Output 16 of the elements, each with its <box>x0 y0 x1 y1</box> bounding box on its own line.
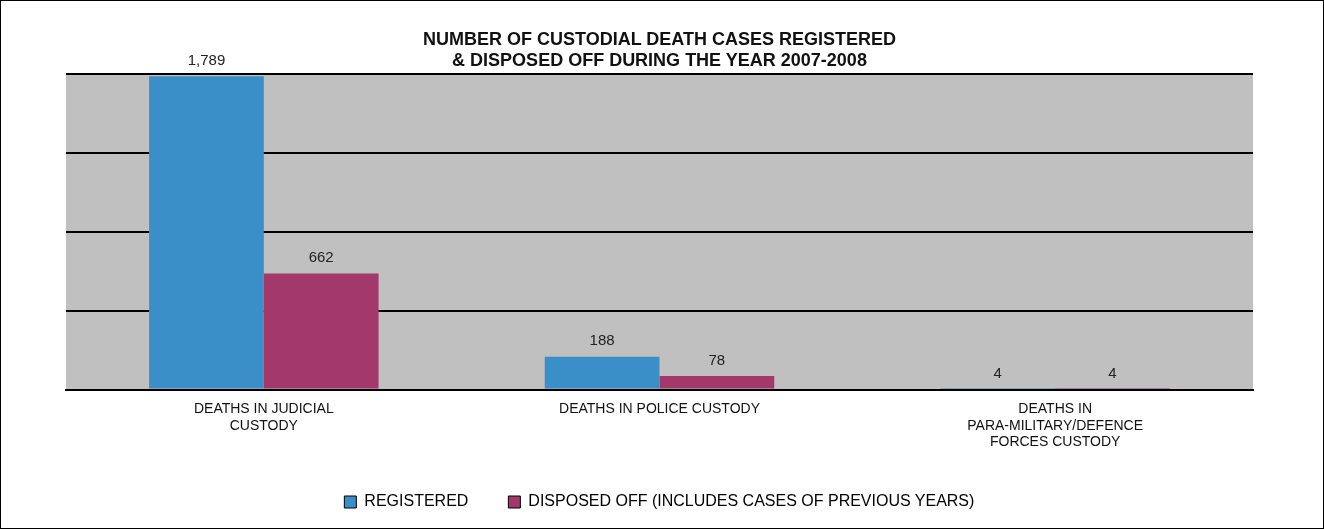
legend-label: DISPOSED OFF (INCLUDES CASES OF PREVIOUS YEARS) <box>528 492 975 510</box>
bar <box>149 76 264 389</box>
bar <box>544 356 660 389</box>
data-label: 188 <box>589 331 615 349</box>
data-label: 78 <box>708 350 726 368</box>
x-tick-label: DEATHS IN JUDICIAL CUSTODY <box>193 399 334 433</box>
x-tick-label: DEATHS IN POLICE CUSTODY <box>559 399 761 416</box>
bar <box>659 375 775 389</box>
data-label: 4 <box>993 363 1002 381</box>
chart-title: NUMBER OF CUSTODIAL DEATH CASES REGISTERED & DISPOSED OFF DURING THE YEAR 2007-2008 <box>422 28 897 71</box>
data-label: 4 <box>1108 363 1117 381</box>
x-tick-label: DEATHS IN PARA-MILITARY/DEFENCE FORCES CUSTODY <box>967 399 1144 450</box>
data-label: 662 <box>308 248 334 266</box>
bar <box>263 273 379 389</box>
legend-label: REGISTERED <box>364 492 469 510</box>
data-label: 1,789 <box>187 50 226 68</box>
